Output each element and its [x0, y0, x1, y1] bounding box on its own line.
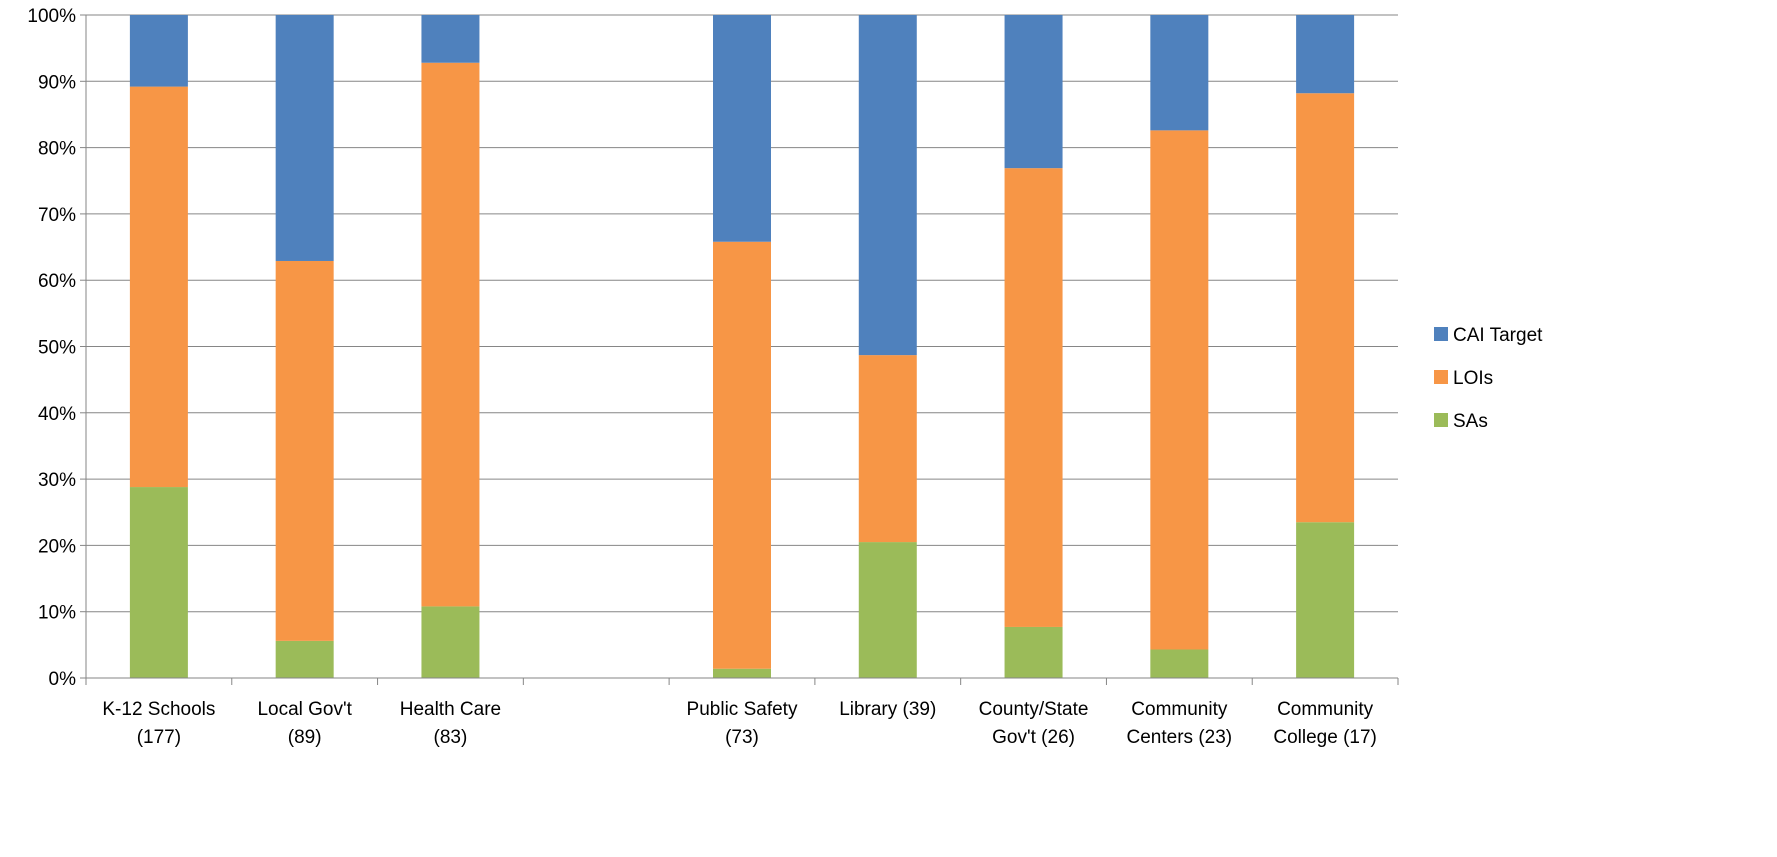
- bar-lois-8: [1296, 93, 1355, 523]
- x-tick-label: Public Safety: [687, 699, 798, 720]
- bar-cai-target-0: [129, 15, 188, 87]
- bar-lois-5: [858, 355, 917, 543]
- bar-lois-0: [129, 86, 188, 488]
- bar-cai-target-8: [1296, 15, 1355, 94]
- x-tick-label: Community: [1277, 699, 1374, 720]
- bar-sas-5: [858, 542, 917, 678]
- bar-sas-1: [275, 640, 334, 678]
- x-tick-labels: K-12 Schools (177) Local Gov't (89) Health C…: [102, 699, 1376, 748]
- x-tick-label: Library (39): [839, 699, 936, 720]
- x-tick-label: College (17): [1273, 727, 1377, 748]
- bar-sas-2: [421, 606, 480, 678]
- y-tick-label: 100%: [27, 6, 76, 27]
- bar-lois-4: [713, 241, 771, 669]
- x-tick-label: (89): [288, 727, 322, 748]
- y-tick-label: 70%: [38, 205, 76, 226]
- x-tick-label: (83): [434, 727, 468, 748]
- legend-swatch-sas: [1434, 413, 1448, 427]
- bar-cai-target-2: [421, 15, 480, 63]
- bar-cai-target-7: [1150, 15, 1209, 131]
- y-tick-label: 50%: [38, 338, 76, 359]
- legend: CAI Target LOIs SAs: [1434, 325, 1543, 432]
- y-tick-label: 10%: [38, 603, 76, 624]
- x-tick-label: County/State: [979, 699, 1089, 720]
- y-tick-label: 30%: [38, 470, 76, 491]
- x-tick-label: Gov't (26): [992, 727, 1075, 748]
- legend-label-sas: SAs: [1453, 411, 1488, 432]
- bar-sas-4: [713, 668, 771, 678]
- y-tick-labels: 0% 10% 20% 30% 40% 50% 60% 70% 80% 90% 100%: [27, 6, 76, 690]
- x-tick-label: Community: [1131, 699, 1228, 720]
- y-tick-label: 0%: [49, 669, 77, 690]
- x-tick-label: Health Care: [400, 699, 501, 720]
- bar-lois-2: [421, 62, 480, 607]
- bar-cai-target-1: [275, 15, 334, 261]
- axes: [80, 14, 1399, 685]
- bar-lois-1: [275, 260, 334, 641]
- bar-sas-0: [129, 487, 188, 678]
- legend-swatch-cai-target: [1434, 327, 1448, 341]
- x-tick-label: (73): [725, 727, 759, 748]
- bar-sas-7: [1150, 649, 1209, 678]
- legend-label-lois: LOIs: [1453, 368, 1493, 389]
- legend-swatch-lois: [1434, 370, 1448, 384]
- y-tick-label: 40%: [38, 404, 76, 425]
- y-tick-label: 60%: [38, 271, 76, 292]
- bar-cai-target-6: [1004, 15, 1063, 169]
- y-tick-label: 80%: [38, 139, 76, 160]
- x-tick-label: Local Gov't: [257, 699, 352, 720]
- y-tick-label: 90%: [38, 72, 76, 93]
- x-tick-label: Centers (23): [1127, 727, 1233, 748]
- bar-sas-8: [1296, 522, 1355, 678]
- bar-lois-7: [1150, 130, 1209, 650]
- bar-cai-target-5: [858, 15, 917, 356]
- bar-lois-6: [1004, 168, 1063, 627]
- y-tick-label: 20%: [38, 536, 76, 557]
- bar-sas-6: [1004, 626, 1063, 678]
- legend-label-cai-target: CAI Target: [1453, 325, 1543, 346]
- bar-cai-target-4: [713, 15, 771, 242]
- bars: [129, 15, 1355, 678]
- x-tick-label: (177): [137, 727, 181, 748]
- x-tick-label: K-12 Schools: [102, 699, 215, 720]
